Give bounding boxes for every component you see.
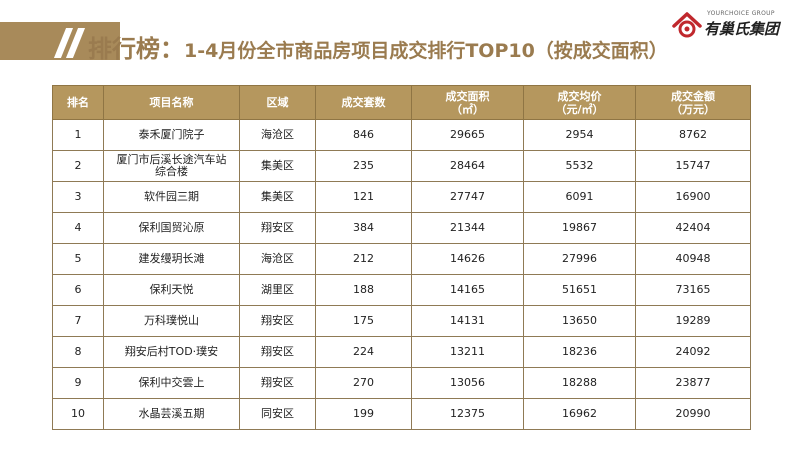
page-title: 排行榜：1-4月份全市商品房项目成交排行TOP10（按成交面积） xyxy=(88,29,668,64)
cell-project-name: 保利天悦 xyxy=(103,274,240,306)
logo-subtitle: YOURCHOICE GROUP xyxy=(707,10,775,17)
col-header-project-name: 项目名称 xyxy=(103,85,240,120)
cell-amount: 23877 xyxy=(635,367,751,399)
cell-area: 14165 xyxy=(411,274,524,306)
cell-amount: 8762 xyxy=(635,119,751,151)
cell-area: 29665 xyxy=(411,119,524,151)
cell-rank: 4 xyxy=(52,212,104,244)
cell-units: 384 xyxy=(315,212,412,244)
table-row: 4 保利国贸沁原 翔安区 384 21344 19867 42404 xyxy=(52,212,751,244)
col-header-avg-price: 成交均价 （元/㎡） xyxy=(523,85,636,120)
cell-amount: 40948 xyxy=(635,243,751,275)
cell-amount: 20990 xyxy=(635,398,751,430)
cell-avg-price: 5532 xyxy=(523,150,636,182)
table-header-row: 排名 项目名称 区域 成交套数 成交面积 （㎡） 成交均价 （元/㎡） 成交金额 （万… xyxy=(52,85,751,120)
page-title-main: 排行榜： xyxy=(88,35,184,63)
table-row: 3 软件园三期 集美区 121 27747 6091 16900 xyxy=(52,181,751,213)
cell-avg-price: 2954 xyxy=(523,119,636,151)
ranking-table: 排名 项目名称 区域 成交套数 成交面积 （㎡） 成交均价 （元/㎡） 成交金额 （万… xyxy=(52,85,751,430)
cell-project-name: 保利国贸沁原 xyxy=(103,212,240,244)
cell-area: 14131 xyxy=(411,305,524,337)
cell-rank: 2 xyxy=(52,150,104,182)
cell-rank: 6 xyxy=(52,274,104,306)
cell-district: 同安区 xyxy=(239,398,316,430)
cell-area: 13056 xyxy=(411,367,524,399)
col-header-district: 区域 xyxy=(239,85,316,120)
cell-area: 28464 xyxy=(411,150,524,182)
cell-amount: 19289 xyxy=(635,305,751,337)
cell-amount: 42404 xyxy=(635,212,751,244)
cell-units: 270 xyxy=(315,367,412,399)
cell-avg-price: 27996 xyxy=(523,243,636,275)
cell-project-name: 水晶芸溪五期 xyxy=(103,398,240,430)
cell-district: 翔安区 xyxy=(239,305,316,337)
table-row: 7 万科璞悦山 翔安区 175 14131 13650 19289 xyxy=(52,305,751,337)
cell-rank: 1 xyxy=(52,119,104,151)
cell-rank: 5 xyxy=(52,243,104,275)
cell-district: 海沧区 xyxy=(239,243,316,275)
cell-rank: 9 xyxy=(52,367,104,399)
cell-avg-price: 18236 xyxy=(523,336,636,368)
cell-amount: 24092 xyxy=(635,336,751,368)
cell-project-name: 万科璞悦山 xyxy=(103,305,240,337)
cell-district: 翔安区 xyxy=(239,336,316,368)
cell-avg-price: 18288 xyxy=(523,367,636,399)
table-row: 5 建发缦玥长滩 海沧区 212 14626 27996 40948 xyxy=(52,243,751,275)
cell-rank: 3 xyxy=(52,181,104,213)
cell-district: 湖里区 xyxy=(239,274,316,306)
cell-avg-price: 51651 xyxy=(523,274,636,306)
cell-area: 27747 xyxy=(411,181,524,213)
cell-units: 175 xyxy=(315,305,412,337)
cell-area: 21344 xyxy=(411,212,524,244)
cell-amount: 73165 xyxy=(635,274,751,306)
table-row: 10 水晶芸溪五期 同安区 199 12375 16962 20990 xyxy=(52,398,751,430)
cell-project-name: 软件园三期 xyxy=(103,181,240,213)
cell-avg-price: 16962 xyxy=(523,398,636,430)
cell-units: 188 xyxy=(315,274,412,306)
company-logo: YOURCHOICE GROUP 有巢氏集团 xyxy=(671,6,793,44)
table-row: 1 泰禾厦门院子 海沧区 846 29665 2954 8762 xyxy=(52,119,751,151)
logo-name: 有巢氏集团 xyxy=(704,20,780,38)
cell-project-name: 建发缦玥长滩 xyxy=(103,243,240,275)
cell-area: 12375 xyxy=(411,398,524,430)
table-row: 2 厦门市后溪长途汽车站 综合楼 集美区 235 28464 5532 15747 xyxy=(52,150,751,182)
cell-project-name: 厦门市后溪长途汽车站 综合楼 xyxy=(103,150,240,182)
table-row: 6 保利天悦 湖里区 188 14165 51651 73165 xyxy=(52,274,751,306)
cell-project-name: 泰禾厦门院子 xyxy=(103,119,240,151)
cell-district: 集美区 xyxy=(239,181,316,213)
table-row: 8 翔安后村TOD·璞安 翔安区 224 13211 18236 24092 xyxy=(52,336,751,368)
cell-area: 13211 xyxy=(411,336,524,368)
cell-district: 翔安区 xyxy=(239,212,316,244)
cell-units: 846 xyxy=(315,119,412,151)
cell-project-name: 保利中交雲上 xyxy=(103,367,240,399)
cell-units: 199 xyxy=(315,398,412,430)
cell-amount: 15747 xyxy=(635,150,751,182)
col-header-amount: 成交金额 （万元） xyxy=(635,85,751,120)
cell-units: 212 xyxy=(315,243,412,275)
cell-units: 224 xyxy=(315,336,412,368)
col-header-rank: 排名 xyxy=(52,85,104,120)
col-header-units: 成交套数 xyxy=(315,85,412,120)
cell-units: 121 xyxy=(315,181,412,213)
cell-avg-price: 6091 xyxy=(523,181,636,213)
table-row: 9 保利中交雲上 翔安区 270 13056 18288 23877 xyxy=(52,367,751,399)
cell-avg-price: 19867 xyxy=(523,212,636,244)
cell-amount: 16900 xyxy=(635,181,751,213)
cell-rank: 7 xyxy=(52,305,104,337)
cell-avg-price: 13650 xyxy=(523,305,636,337)
cell-rank: 8 xyxy=(52,336,104,368)
col-header-area: 成交面积 （㎡） xyxy=(411,85,524,120)
cell-district: 集美区 xyxy=(239,150,316,182)
logo-house-icon xyxy=(672,12,702,38)
page-title-sub: 1-4月份全市商品房项目成交排行TOP10（按成交面积） xyxy=(184,40,668,62)
cell-district: 翔安区 xyxy=(239,367,316,399)
cell-project-name: 翔安后村TOD·璞安 xyxy=(103,336,240,368)
ranking-table-container: 排名 项目名称 区域 成交套数 成交面积 （㎡） 成交均价 （元/㎡） 成交金额 （万… xyxy=(52,85,751,430)
cell-rank: 10 xyxy=(52,398,104,430)
cell-area: 14626 xyxy=(411,243,524,275)
cell-units: 235 xyxy=(315,150,412,182)
cell-district: 海沧区 xyxy=(239,119,316,151)
